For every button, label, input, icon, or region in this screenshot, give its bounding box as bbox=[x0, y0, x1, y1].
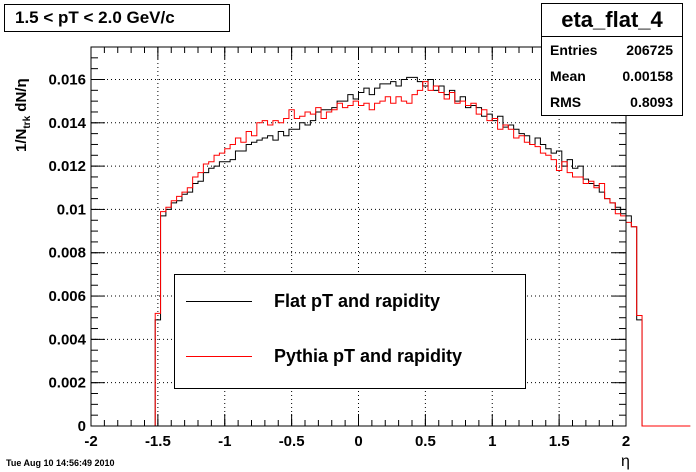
stats-label: RMS bbox=[550, 94, 582, 110]
x-tick-label: -0.5 bbox=[279, 433, 305, 450]
stats-value: 0.00158 bbox=[622, 68, 673, 84]
plot-title-box: 1.5 < pT < 2.0 GeV/c bbox=[4, 4, 230, 32]
y-tick-label: 0.006 bbox=[48, 288, 86, 305]
y-tick-label: 0.008 bbox=[48, 245, 86, 262]
legend: Flat pT and rapidity Pythia pT and rapid… bbox=[174, 274, 526, 389]
legend-swatch-flat bbox=[186, 301, 252, 302]
legend-swatch-pythia bbox=[186, 356, 252, 357]
x-tick-label: 1 bbox=[488, 433, 496, 450]
legend-label-flat: Flat pT and rapidity bbox=[274, 291, 441, 311]
axis-ticks bbox=[90, 46, 627, 427]
series-flat-line bbox=[91, 76, 691, 427]
plot-title: 1.5 < pT < 2.0 GeV/c bbox=[15, 8, 175, 27]
y-axis-label-main: 1/N bbox=[13, 129, 30, 152]
y-tick-label: 0.01 bbox=[57, 201, 86, 218]
y-tick-label: 0.002 bbox=[48, 375, 86, 392]
series-pythia-line bbox=[91, 81, 691, 427]
histogram-series bbox=[91, 76, 691, 427]
y-axis-label: 1/Ntrk dN/η bbox=[13, 78, 33, 152]
stats-value: 206725 bbox=[626, 42, 673, 58]
stats-label: Entries bbox=[550, 42, 598, 58]
y-tick-label: 0 bbox=[78, 418, 86, 435]
y-axis-label-sub: trk bbox=[22, 115, 33, 128]
stats-row-mean: Mean 0.00158 bbox=[542, 63, 682, 89]
timestamp: Tue Aug 10 14:56:49 2010 bbox=[6, 458, 115, 468]
stats-label: Mean bbox=[550, 68, 586, 84]
y-tick-label: 0.016 bbox=[48, 71, 86, 88]
x-tick-label: 0 bbox=[354, 433, 362, 450]
y-tick-label: 0.004 bbox=[48, 331, 86, 348]
y-axis-label-tail: dN/η bbox=[13, 78, 30, 116]
stats-box: eta_flat_4 Entries 206725 Mean 0.00158 R… bbox=[541, 3, 683, 116]
x-tick-label: -2 bbox=[84, 433, 97, 450]
y-tick-label: 0.012 bbox=[48, 158, 86, 175]
x-tick-label: -1.5 bbox=[145, 433, 171, 450]
legend-entry-flat: Flat pT and rapidity bbox=[175, 291, 525, 312]
x-axis-label: η bbox=[621, 453, 630, 470]
y-tick-label: 0.014 bbox=[48, 115, 86, 132]
stats-row-entries: Entries 206725 bbox=[542, 37, 682, 63]
axis-tick-labels: -2 -1.5 -1 -0.5 0 0.5 1 1.5 2 0 0.002 0.004 0.006 0.0… bbox=[48, 71, 630, 450]
stats-value: 0.8093 bbox=[630, 94, 673, 110]
stats-histogram-name: eta_flat_4 bbox=[542, 4, 682, 37]
x-tick-label: 2 bbox=[622, 433, 630, 450]
x-tick-label: 1.5 bbox=[549, 433, 570, 450]
legend-label-pythia: Pythia pT and rapidity bbox=[274, 346, 463, 366]
x-tick-label: 0.5 bbox=[415, 433, 436, 450]
x-tick-label: -1 bbox=[218, 433, 231, 450]
stats-row-rms: RMS 0.8093 bbox=[542, 89, 682, 115]
legend-entry-pythia: Pythia pT and rapidity bbox=[175, 346, 525, 367]
